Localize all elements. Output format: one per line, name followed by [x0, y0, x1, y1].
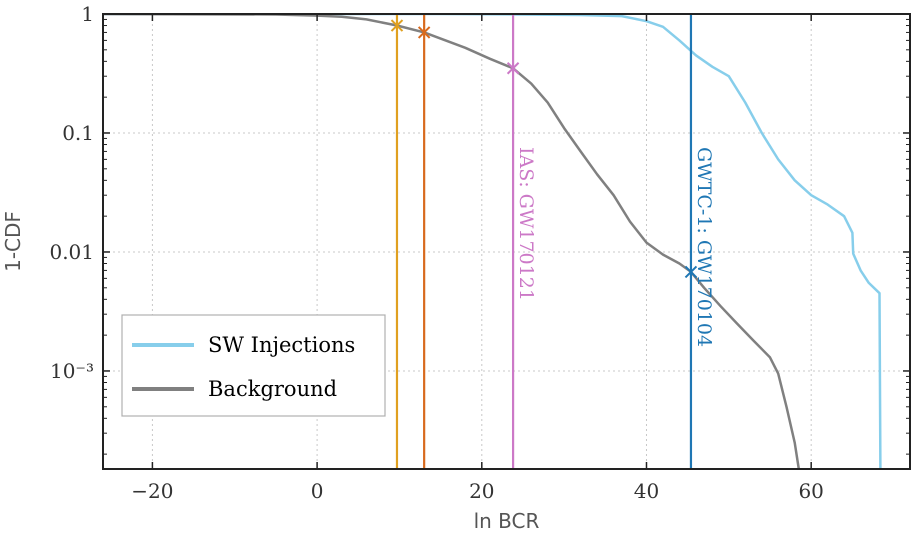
y-tick-label: 0.01: [49, 240, 94, 264]
event-label: GWTC-1: GW170104: [693, 147, 715, 347]
y-tick-label: 1: [81, 2, 94, 26]
event-marker: [684, 265, 698, 279]
series-line-background: [103, 14, 801, 469]
event-markers: IAS: GW170121 GWTC-1: GW170104: [390, 14, 715, 469]
series-lines: [103, 14, 882, 469]
x-tick-label: 40: [634, 479, 659, 503]
x-tick-label: −20: [131, 479, 173, 503]
plot-frame: [102, 13, 911, 470]
legend-label: SW Injections: [208, 333, 355, 357]
x-tick-label: 0: [311, 479, 324, 503]
y-tick-label: 0.1: [62, 121, 94, 145]
y-axis-label: 1-CDF: [1, 211, 25, 272]
series-line-sw-injections: [103, 14, 882, 469]
x-axis-label: ln BCR: [474, 509, 540, 533]
event-label: IAS: GW170121: [515, 147, 537, 301]
event-marker: [506, 62, 520, 75]
legend-label: Background: [208, 377, 337, 401]
y-tick-label: 10⁻³: [50, 359, 94, 383]
x-tick-label: 20: [469, 479, 494, 503]
legend: SW Injections Background: [121, 314, 386, 417]
legend-box: [121, 314, 386, 417]
event-marker: [390, 19, 404, 32]
gridlines: [103, 13, 910, 469]
event-marker: [417, 26, 431, 39]
x-tick-label: 60: [798, 479, 823, 503]
axis-ticks: −20 0 20 40 60 1 0.1 0.01 10⁻³: [49, 2, 910, 503]
